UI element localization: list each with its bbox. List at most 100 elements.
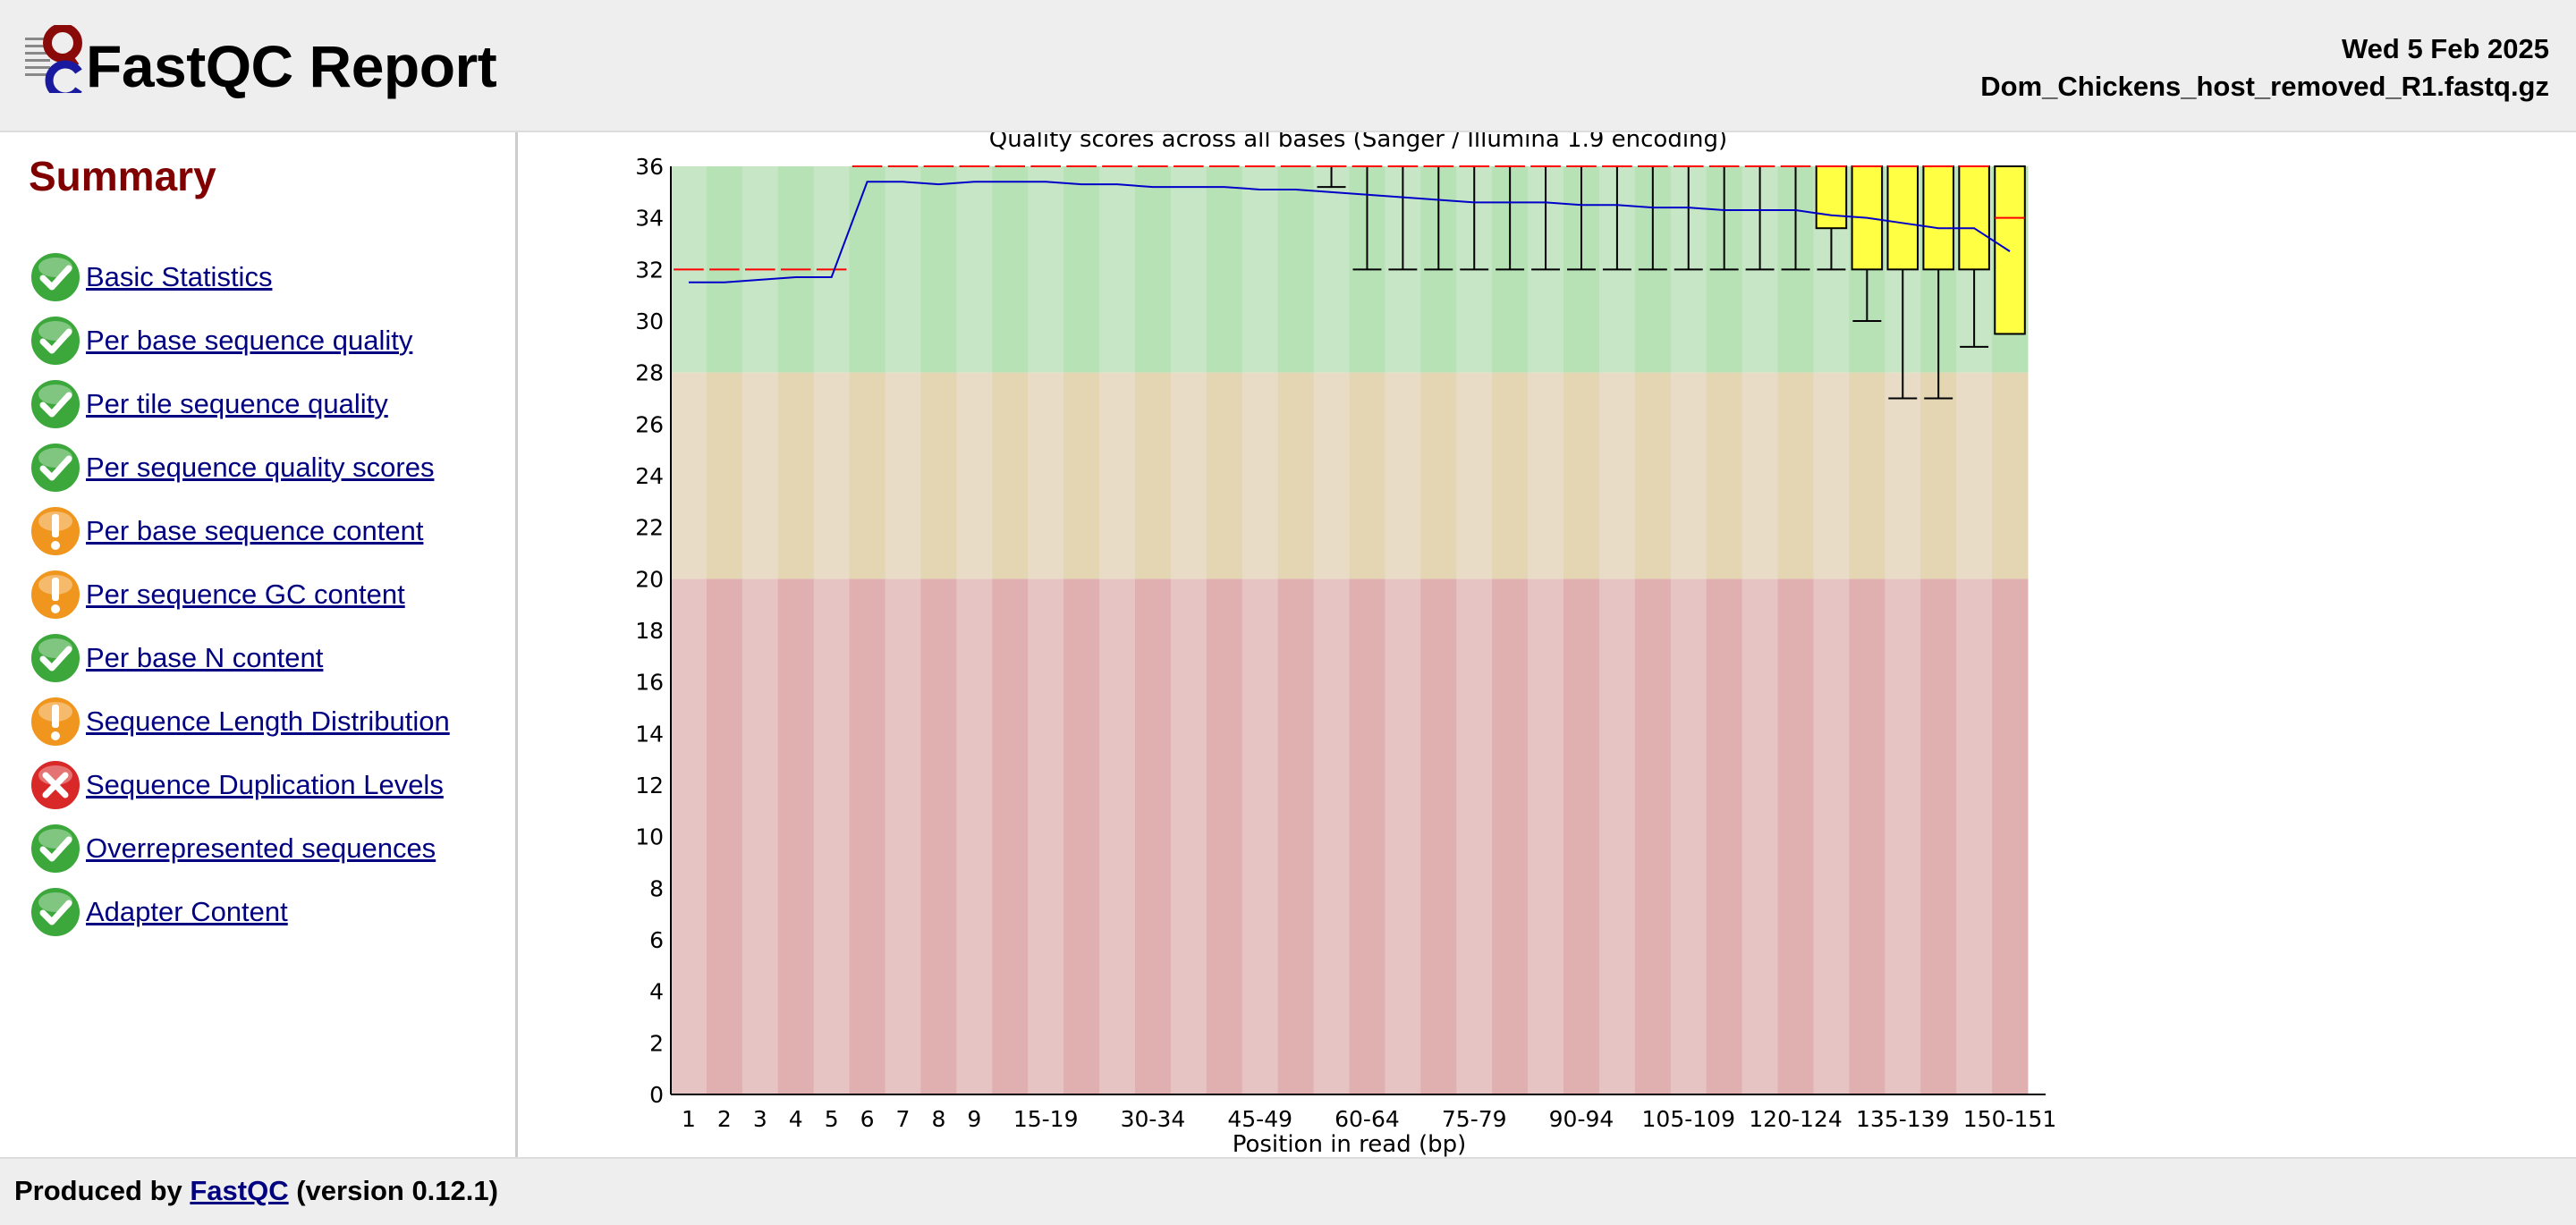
module-item[interactable]: Per base sequence content [29, 499, 450, 562]
x-tick-label: 90-94 [1549, 1106, 1614, 1132]
zone-stripe [956, 372, 993, 579]
zone-stripe [1670, 579, 1707, 1094]
report-date: Wed 5 Feb 2025 [2341, 33, 2549, 64]
x-tick-label: 60-64 [1335, 1106, 1400, 1132]
summary-heading: Summary [29, 153, 216, 199]
module-link[interactable]: Adapter Content [86, 895, 288, 927]
module-item[interactable]: Sequence Length Distribution [29, 689, 450, 753]
y-tick-label: 32 [635, 257, 664, 283]
zone-stripe [1420, 372, 1457, 579]
x-tick-label: 105-109 [1642, 1106, 1735, 1132]
quality-box [1994, 165, 2026, 335]
y-tick-label: 22 [635, 515, 664, 541]
module-item[interactable]: Basic Statistics [29, 245, 450, 308]
x-tick-label: 15-19 [1013, 1106, 1079, 1132]
y-tick-label: 10 [635, 824, 664, 850]
zone-stripe [1992, 579, 2029, 1094]
zone-stripe [1063, 579, 1100, 1094]
module-link[interactable]: Basic Statistics [86, 260, 273, 292]
module-link[interactable]: Sequence Length Distribution [86, 705, 450, 737]
zone-stripe [1241, 579, 1279, 1094]
zone-stripe [1777, 579, 1814, 1094]
zone-stripe [1456, 372, 1493, 579]
module-item[interactable]: Per tile sequence quality [29, 372, 450, 435]
zone-stripe [1706, 579, 1743, 1094]
zone-stripe [1099, 166, 1136, 373]
module-link[interactable]: Overrepresented sequences [86, 832, 436, 864]
zone-stripe [885, 372, 921, 579]
module-item[interactable]: Per base sequence quality [29, 308, 450, 372]
module-item[interactable]: Overrepresented sequences [29, 816, 450, 880]
module-item[interactable]: Per base N content [29, 626, 450, 689]
x-tick-label: 5 [825, 1106, 839, 1132]
zone-stripe [706, 372, 743, 579]
y-tick-label: 2 [649, 1030, 664, 1056]
fastqc-link[interactable]: FastQC [190, 1175, 289, 1206]
report-meta: Wed 5 Feb 2025 Dom_Chickens_host_removed… [1980, 30, 2549, 106]
zone-stripe [1134, 579, 1172, 1094]
module-item[interactable]: Adapter Content [29, 880, 450, 943]
module-link[interactable]: Sequence Duplication Levels [86, 768, 444, 800]
module-item[interactable]: Per sequence quality scores [29, 435, 450, 499]
x-tick-label: 9 [967, 1106, 981, 1132]
module-link[interactable]: Per base sequence content [86, 514, 424, 546]
main-content: 0 2 4 6 8 10 12 14 16 18 20 22 24 26 28 30 32 34 36 1 2 3 4 5 6 7… [519, 132, 2576, 1157]
footer-prefix: Produced by [14, 1175, 191, 1206]
zone-stripe [1313, 166, 1350, 373]
zone-stripe [1206, 579, 1243, 1094]
y-tick-label: 8 [649, 875, 664, 901]
zone-stripe [956, 579, 993, 1094]
zone-stripe [1063, 372, 1100, 579]
x-tick-label: 7 [896, 1106, 911, 1132]
x-tick-label: 45-49 [1227, 1106, 1292, 1132]
zone-stripe [920, 372, 957, 579]
y-tick-label: 28 [635, 360, 664, 386]
zone-stripe [1134, 166, 1172, 373]
y-tick-label: 12 [635, 773, 664, 798]
zone-stripe [1849, 372, 1885, 579]
zone-stripe [777, 372, 815, 579]
zone-stripe [741, 372, 779, 579]
quality-box [1958, 165, 1990, 271]
zone-stripe [1277, 166, 1315, 373]
module-link[interactable]: Per base sequence quality [86, 324, 413, 356]
module-link[interactable]: Per sequence quality scores [86, 451, 435, 483]
zone-stripe [1528, 579, 1564, 1094]
fastqc-logo-icon [25, 25, 82, 93]
zone-stripe [1741, 579, 1779, 1094]
zone-stripe [1920, 579, 1957, 1094]
zone-stripe [1813, 579, 1850, 1094]
footer-text: Produced by FastQC (version 0.12.1) [14, 1175, 498, 1207]
x-tick-label: 8 [931, 1106, 945, 1132]
zone-stripe [741, 579, 779, 1094]
zone-stripe [1206, 372, 1243, 579]
module-link[interactable]: Per base N content [86, 641, 324, 673]
zone-stripe [1741, 372, 1779, 579]
x-tick-label: 135-139 [1856, 1106, 1949, 1132]
warning-icon [30, 568, 81, 621]
zone-stripe [1920, 372, 1957, 579]
zone-stripe [1170, 372, 1208, 579]
report-footer: Produced by FastQC (version 0.12.1) [0, 1157, 2576, 1225]
x-tick-label: 1 [682, 1106, 696, 1132]
tick-icon [30, 631, 81, 684]
zone-stripe [956, 166, 993, 373]
footer-version: (version 0.12.1) [288, 1175, 498, 1206]
zone-stripe [1634, 579, 1672, 1094]
zone-stripe [1206, 166, 1243, 373]
zone-stripe [1598, 579, 1636, 1094]
module-link[interactable]: Per tile sequence quality [86, 387, 388, 419]
zone-stripe [1492, 372, 1529, 579]
zone-stripe [885, 166, 921, 373]
zone-stripe [1634, 372, 1672, 579]
report-header: FastQC Report Wed 5 Feb 2025 Dom_Chicken… [0, 0, 2576, 132]
y-tick-label: 0 [649, 1082, 664, 1108]
module-link[interactable]: Per sequence GC content [86, 578, 405, 610]
module-item[interactable]: Per sequence GC content [29, 562, 450, 626]
y-tick-label: 16 [635, 670, 664, 696]
zone-stripe [1563, 372, 1600, 579]
module-item[interactable]: Sequence Duplication Levels [29, 753, 450, 816]
zone-stripe [1028, 579, 1064, 1094]
warning-icon [30, 695, 81, 748]
